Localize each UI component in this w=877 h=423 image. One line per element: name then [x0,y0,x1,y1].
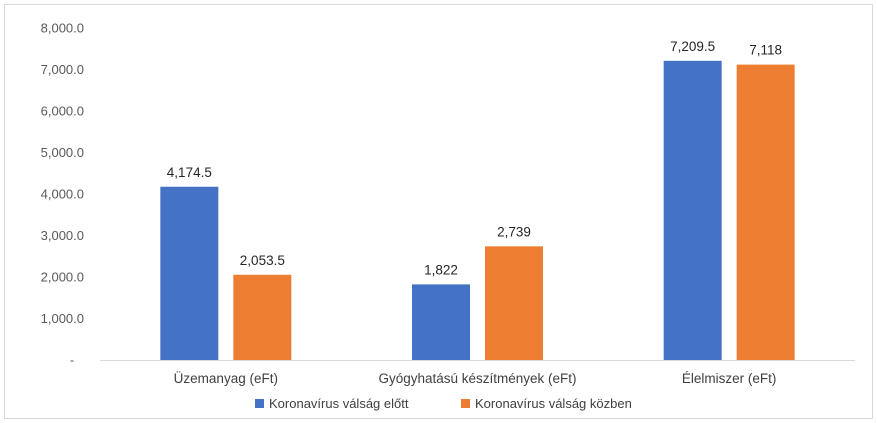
bar-before [412,284,470,360]
legend: Koronavírus válság előtt Koronavírus váls… [255,396,632,411]
x-category-label: Élelmiszer (eFt) [682,371,777,386]
x-category-label: Üzemanyag (eFt) [174,371,278,386]
legend-swatch [255,399,264,408]
bar-during [736,64,795,360]
y-tick-label: 7,000.0 [41,62,84,77]
y-tick-label: 3,000.0 [41,228,84,243]
bar-before [160,186,219,360]
x-category-label: Gyógyhatású készítmények (eFt) [378,371,576,386]
y-axis: - 1,000.0 2,000.0 3,000.0 4,000.0 5,000.0 6,00… [41,21,84,368]
data-label: 7,118 [749,43,782,58]
y-tick-label: - [70,353,74,368]
data-label: 4,174.5 [167,165,212,180]
y-tick-label: 8,000.0 [41,21,84,36]
y-tick-label: 4,000.0 [41,187,84,202]
bar-during [233,274,292,360]
legend-label: Koronavírus válság előtt [269,396,409,411]
data-labels: 4,174.5 2,053.5 1,822 2,739 7,209.5 7,118 [167,39,782,278]
bar-before [663,60,722,360]
y-tick-label: 6,000.0 [41,104,84,119]
bar-during [485,246,543,360]
y-tick-label: 2,000.0 [41,270,84,285]
legend-swatch [461,399,470,408]
x-axis: Üzemanyag (eFt) Gyógyhatású készítmények … [174,371,777,386]
bars [160,60,795,360]
data-label: 1,822 [424,262,458,277]
y-tick-label: 1,000.0 [41,311,84,326]
y-tick-label: 5,000.0 [41,145,84,160]
legend-label: Koronavírus válság közben [475,396,632,411]
data-label: 2,739 [497,224,531,239]
data-label: 2,053.5 [240,253,285,268]
data-label: 7,209.5 [670,39,715,54]
